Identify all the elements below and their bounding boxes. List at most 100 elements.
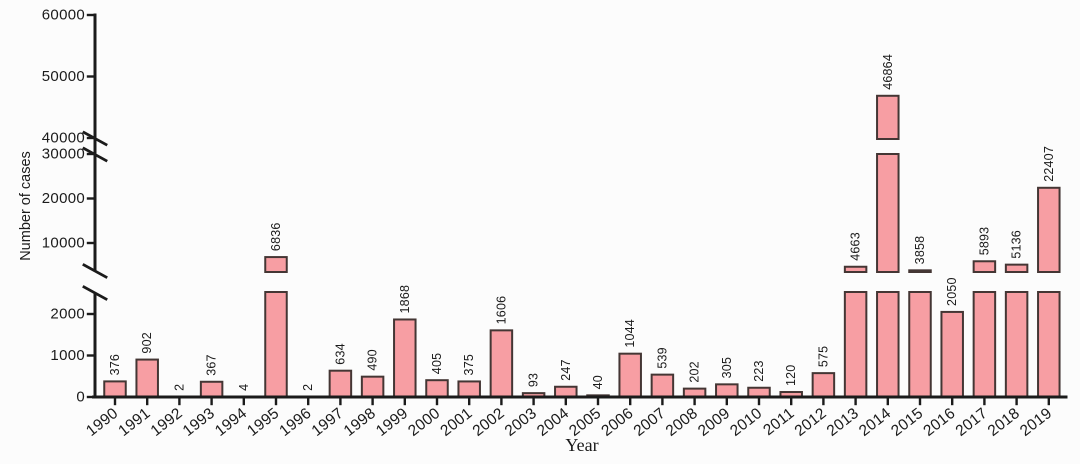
x-tick-label-1990: 1990 — [83, 405, 121, 440]
x-axis-title: Year — [565, 435, 598, 455]
axis-break-mark — [82, 263, 108, 279]
bar-2015 — [908, 269, 932, 398]
bar-2000 — [425, 379, 449, 399]
y-tick-label-1000: 1000 — [50, 347, 85, 364]
x-tick-label-2013: 2013 — [824, 405, 862, 440]
x-tick-label-1993: 1993 — [180, 405, 218, 440]
bar-value-2008: 202 — [688, 361, 702, 382]
bar-value-2017: 5893 — [977, 227, 991, 256]
bar-value-2005: 40 — [591, 375, 605, 389]
x-tick-label-1998: 1998 — [341, 405, 379, 440]
bar-value-1992: 2 — [172, 384, 186, 391]
bar-segment — [135, 358, 159, 398]
bar-segment — [715, 383, 739, 398]
bar-segment — [425, 379, 449, 399]
axes-layer — [82, 13, 1068, 406]
x-tick-label-2011: 2011 — [760, 405, 797, 439]
bar-segment — [972, 260, 997, 274]
bar-value-1996: 2 — [301, 384, 315, 391]
x-tick-label-2012: 2012 — [792, 405, 830, 440]
bar-segment — [264, 256, 288, 274]
bar-segment — [1004, 291, 1029, 398]
bar-2017 — [972, 260, 997, 398]
x-tick-label-1996: 1996 — [276, 405, 314, 440]
bar-segment — [1037, 186, 1061, 274]
bar-2012 — [811, 372, 836, 399]
y-tick-label-20000: 20000 — [42, 190, 85, 207]
x-tick-label-2008: 2008 — [663, 405, 701, 440]
x-tick-label-2001: 2001 — [437, 405, 475, 440]
bar-segment — [972, 291, 997, 398]
bar-value-2009: 305 — [720, 357, 734, 378]
x-tick-label-1995: 1995 — [244, 405, 282, 440]
x-tick-label-1992: 1992 — [148, 405, 186, 440]
bar-segment — [908, 269, 932, 273]
bar-value-1990: 376 — [108, 354, 122, 375]
bar-2014 — [876, 94, 900, 398]
bar-value-2003: 93 — [527, 373, 541, 387]
x-tick-label-2006: 2006 — [598, 405, 636, 440]
bar-segment — [650, 373, 675, 398]
x-tick-label-2002: 2002 — [470, 405, 508, 440]
bar-value-1995: 6836 — [269, 222, 283, 251]
y-tick-label-0: 0 — [76, 389, 85, 406]
bar-2018 — [1004, 263, 1029, 398]
x-tick-label-2015: 2015 — [888, 405, 926, 440]
y-tick-label-40000: 40000 — [42, 130, 85, 147]
bar-value-1993: 367 — [205, 354, 219, 375]
bar-segment — [489, 329, 514, 399]
bar-2019 — [1037, 186, 1061, 398]
bar-value-2019: 22407 — [1042, 146, 1056, 182]
bar-segment — [393, 318, 417, 398]
bar-2002 — [489, 329, 514, 399]
y-tick-label-60000: 60000 — [42, 7, 85, 24]
bar-1991 — [135, 358, 159, 398]
bar-segment — [876, 291, 900, 398]
x-tick-label-2016: 2016 — [920, 405, 958, 440]
bar-value-2010: 223 — [752, 360, 766, 381]
bar-2016 — [940, 310, 964, 398]
y-axis-title: Number of cases — [18, 151, 34, 261]
x-tick-label-1991: 1991 — [115, 405, 153, 440]
x-tick-label-2010: 2010 — [727, 405, 765, 440]
bar-segment — [811, 372, 836, 399]
bar-2007 — [650, 373, 675, 398]
bar-value-1998: 490 — [366, 349, 380, 370]
bar-1998 — [360, 375, 385, 399]
y-tick-label-30000: 30000 — [42, 145, 85, 162]
bar-segment — [199, 380, 224, 399]
bar-segment — [940, 310, 964, 398]
bars-layer — [103, 94, 1061, 399]
bar-1993 — [199, 380, 224, 399]
bar-value-1999: 1868 — [398, 285, 412, 314]
y-tick-label-2000: 2000 — [50, 306, 85, 323]
bar-1995 — [264, 256, 288, 398]
bar-segment — [1004, 263, 1029, 274]
x-tick-label-2009: 2009 — [695, 405, 733, 440]
bar-value-2002: 1606 — [494, 296, 508, 325]
bar-2006 — [618, 352, 642, 399]
x-tick-label-2003: 2003 — [502, 405, 540, 440]
bar-value-2000: 405 — [430, 353, 444, 374]
axis-break-mark — [82, 285, 108, 301]
bar-segment — [360, 375, 385, 399]
bar-segment — [554, 385, 578, 399]
bar-value-2013: 4663 — [849, 232, 863, 261]
bar-value-1994: 4 — [237, 384, 251, 391]
bar-value-2011: 120 — [784, 365, 798, 386]
bar-value-1991: 902 — [140, 332, 154, 353]
bar-segment — [876, 94, 900, 140]
bar-2004 — [554, 385, 578, 399]
bar-value-2016: 2050 — [945, 277, 959, 306]
x-tick-label-2019: 2019 — [1017, 405, 1055, 440]
bar-segment — [876, 153, 900, 273]
bar-segment — [843, 291, 868, 398]
bar-2001 — [457, 380, 481, 398]
bar-1997 — [328, 369, 353, 398]
bar-segment — [843, 265, 868, 273]
x-tick-label-2000: 2000 — [405, 405, 443, 440]
x-tick-label-2014: 2014 — [856, 405, 894, 440]
bar-value-2006: 1044 — [623, 319, 637, 348]
bar-1990 — [103, 380, 127, 398]
